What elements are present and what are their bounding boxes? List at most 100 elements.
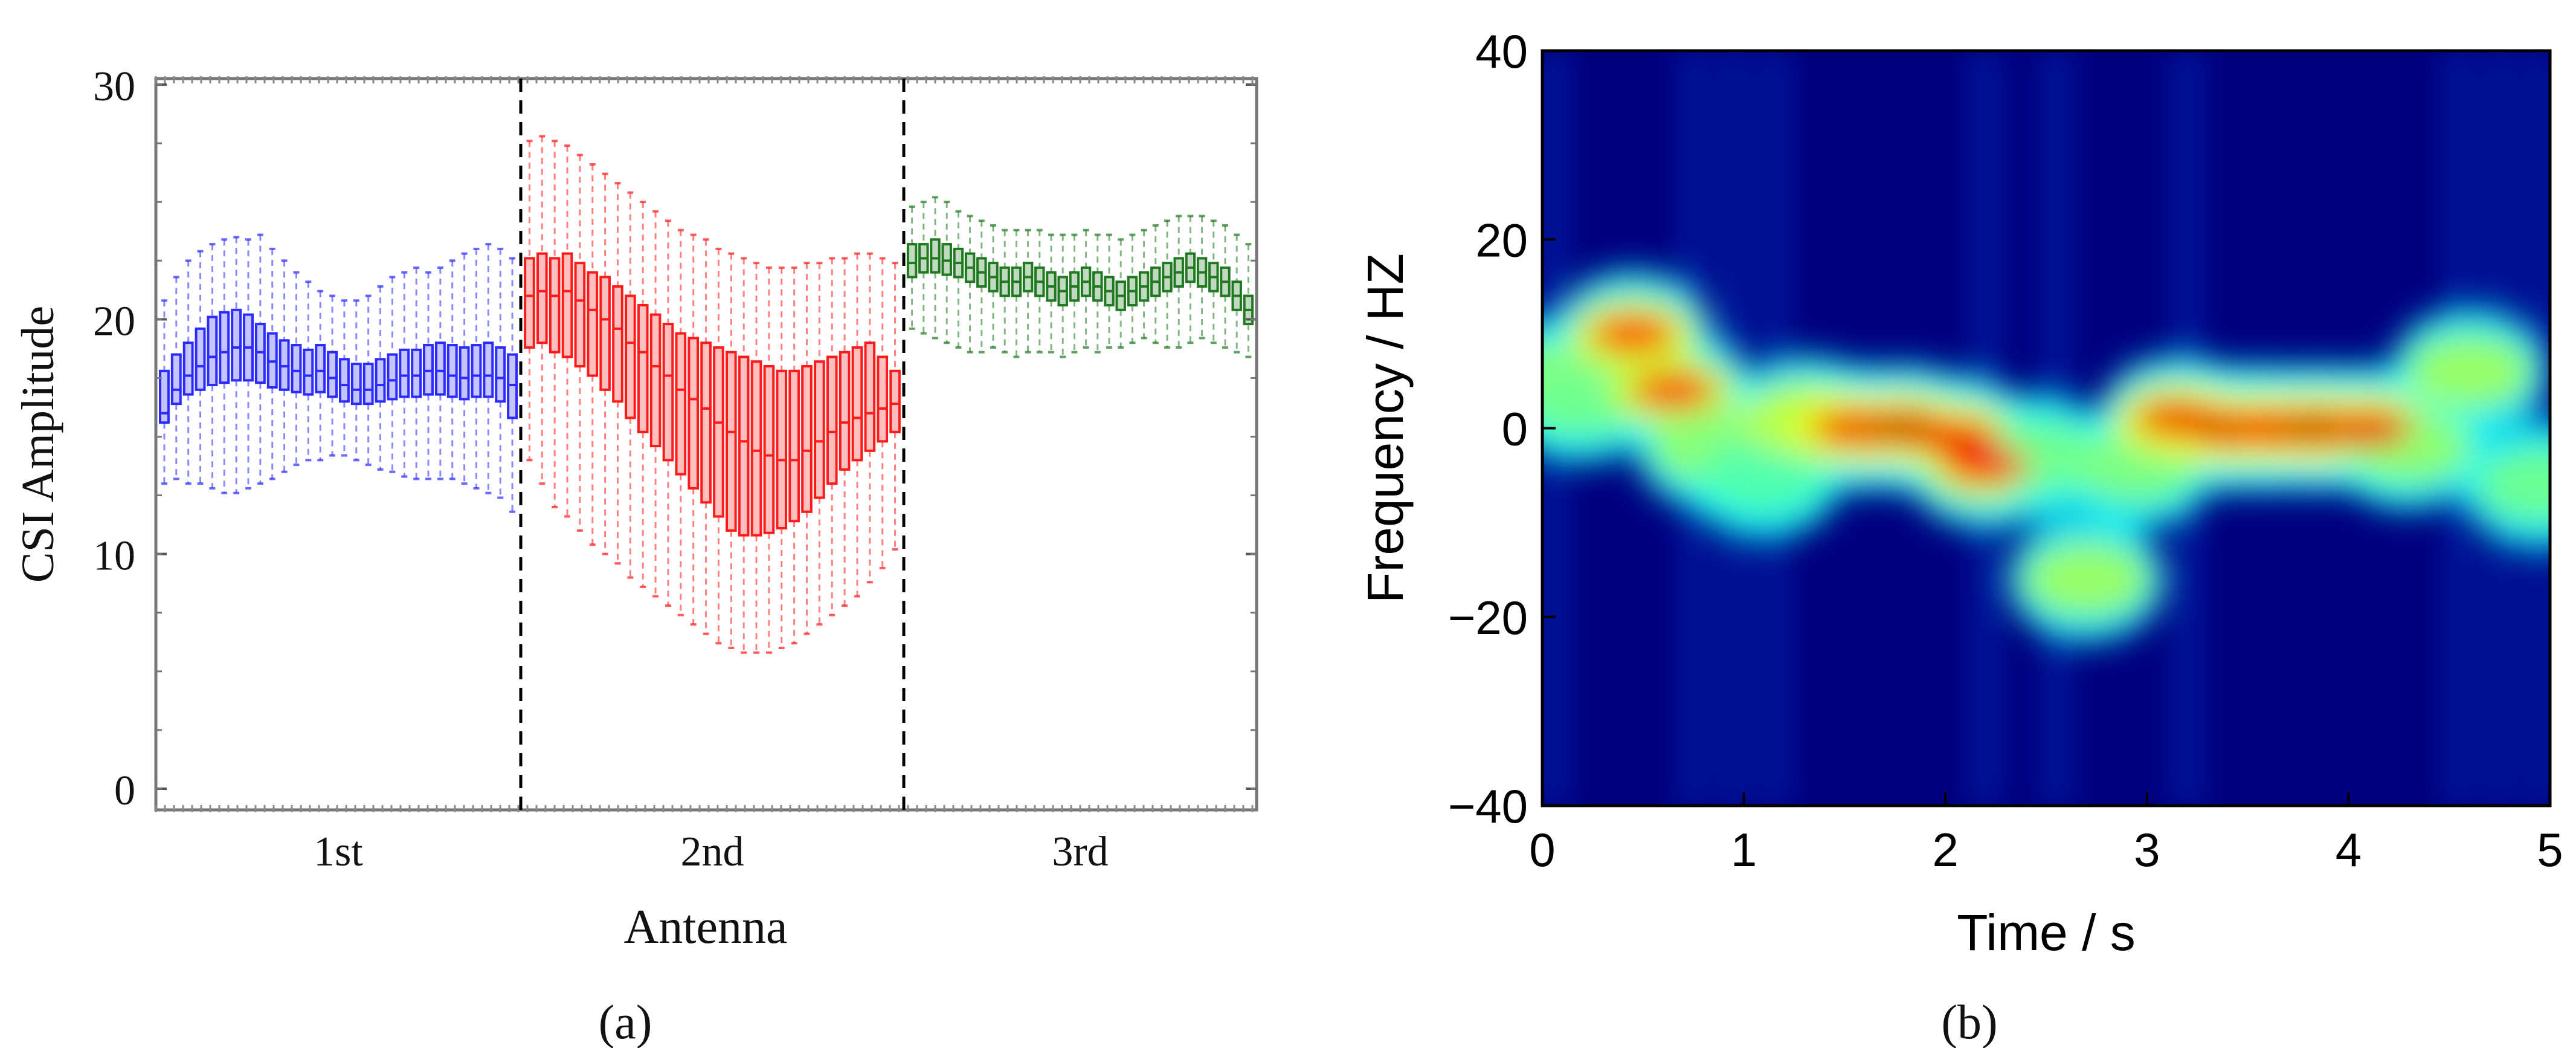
- box-3rd-9: [999, 228, 1010, 354]
- box-1st-22: [411, 266, 422, 480]
- box-body: [625, 294, 636, 419]
- box-1st-30: [507, 257, 518, 513]
- box-3rd-16: [1080, 228, 1092, 349]
- box-body: [549, 257, 561, 354]
- box-body: [612, 285, 623, 403]
- box-1st-4: [195, 250, 206, 485]
- box-body: [839, 351, 851, 471]
- box-body: [471, 344, 482, 398]
- box-2nd-12: [662, 219, 674, 607]
- box-2nd-30: [889, 262, 901, 551]
- box-2nd-24: [814, 262, 825, 626]
- box-2nd-19: [750, 262, 762, 654]
- boxplot-boxes: [158, 135, 1254, 654]
- box-body: [207, 315, 218, 387]
- box-body: [219, 311, 230, 384]
- energy-core: [1631, 372, 1716, 409]
- category-label: 2nd: [681, 829, 744, 875]
- box-2nd-9: [625, 191, 636, 579]
- box-1st-21: [399, 271, 410, 478]
- box-body: [851, 346, 863, 462]
- energy-core: [2326, 410, 2411, 447]
- box-body: [675, 332, 687, 476]
- box-body: [574, 262, 586, 367]
- box-body: [182, 341, 194, 396]
- box-2nd-26: [839, 257, 851, 607]
- box-body: [170, 353, 182, 406]
- box-body: [483, 341, 494, 398]
- x-tick-label: 0: [1529, 823, 1555, 876]
- category-label: 3rd: [1052, 829, 1108, 875]
- box-body: [776, 369, 788, 529]
- box-1st-27: [471, 247, 482, 490]
- box-2nd-22: [788, 266, 800, 645]
- box-3rd-21: [1138, 228, 1150, 340]
- box-body: [637, 304, 649, 433]
- box-2nd-7: [599, 172, 611, 555]
- boxplot-x-axis-label: Antenna: [623, 901, 787, 954]
- box-2nd-18: [738, 257, 750, 654]
- box-body: [350, 363, 362, 406]
- box-2nd-29: [877, 257, 889, 569]
- box-3rd-11: [1022, 228, 1034, 354]
- box-3rd-29: [1231, 233, 1242, 354]
- box-body: [713, 346, 724, 518]
- y-tick-label: 40: [1475, 25, 1528, 78]
- box-1st-13: [303, 280, 314, 462]
- box-1st-3: [182, 259, 194, 485]
- box-body: [495, 346, 506, 403]
- y-tick-label: 20: [1475, 213, 1528, 267]
- box-body: [446, 344, 458, 398]
- box-2nd-20: [763, 266, 775, 654]
- box-2nd-15: [700, 238, 712, 635]
- box-body: [291, 344, 302, 393]
- y-tick-label: 0: [114, 768, 135, 814]
- box-3rd-23: [1162, 219, 1173, 349]
- box-3rd-22: [1150, 224, 1161, 344]
- box-2nd-5: [574, 154, 586, 532]
- box-1st-20: [387, 276, 398, 473]
- y-tick-label: 0: [1502, 403, 1528, 456]
- box-2nd-6: [587, 163, 599, 546]
- box-body: [459, 346, 470, 401]
- box-1st-19: [375, 285, 386, 471]
- box-2nd-13: [675, 228, 687, 616]
- box-3rd-24: [1173, 215, 1184, 349]
- box-body: [649, 313, 662, 448]
- energy-mid: [1700, 438, 1827, 513]
- y-tick-label: −40: [1448, 780, 1528, 833]
- box-3rd-15: [1069, 233, 1080, 354]
- box-1st-7: [231, 236, 242, 494]
- box-3rd-14: [1057, 233, 1068, 358]
- box-body: [587, 271, 599, 377]
- box-1st-25: [446, 259, 458, 480]
- spectrogram-energy: [1542, 51, 2550, 806]
- box-2nd-14: [687, 233, 700, 626]
- spectrogram-y-axis: 40 20 0 −20 −40: [1448, 25, 1556, 833]
- box-3rd-27: [1208, 219, 1219, 344]
- box-1st-26: [459, 252, 470, 485]
- box-body: [930, 238, 941, 274]
- box-3rd-6: [964, 215, 976, 354]
- box-3rd-13: [1046, 233, 1057, 354]
- energy-core: [1913, 419, 1998, 456]
- y-tick-label: 30: [93, 63, 135, 110]
- box-body: [700, 341, 712, 504]
- box-2nd-25: [826, 257, 838, 616]
- boxplot-plot-area: [154, 77, 1258, 812]
- box-2nd-4: [561, 144, 573, 518]
- box-body: [387, 353, 398, 401]
- box-3rd-8: [988, 224, 999, 349]
- box-1st-17: [350, 299, 362, 462]
- box-3rd-28: [1220, 224, 1231, 349]
- box-body: [662, 323, 674, 462]
- box-body: [763, 365, 775, 534]
- box-body: [434, 341, 446, 396]
- x-tick-label: 2: [1933, 823, 1959, 876]
- box-1st-18: [362, 294, 374, 467]
- box-2nd-2: [536, 135, 548, 485]
- box-body: [750, 360, 762, 537]
- y-tick-label: −20: [1448, 591, 1528, 644]
- box-3rd-2: [918, 201, 929, 335]
